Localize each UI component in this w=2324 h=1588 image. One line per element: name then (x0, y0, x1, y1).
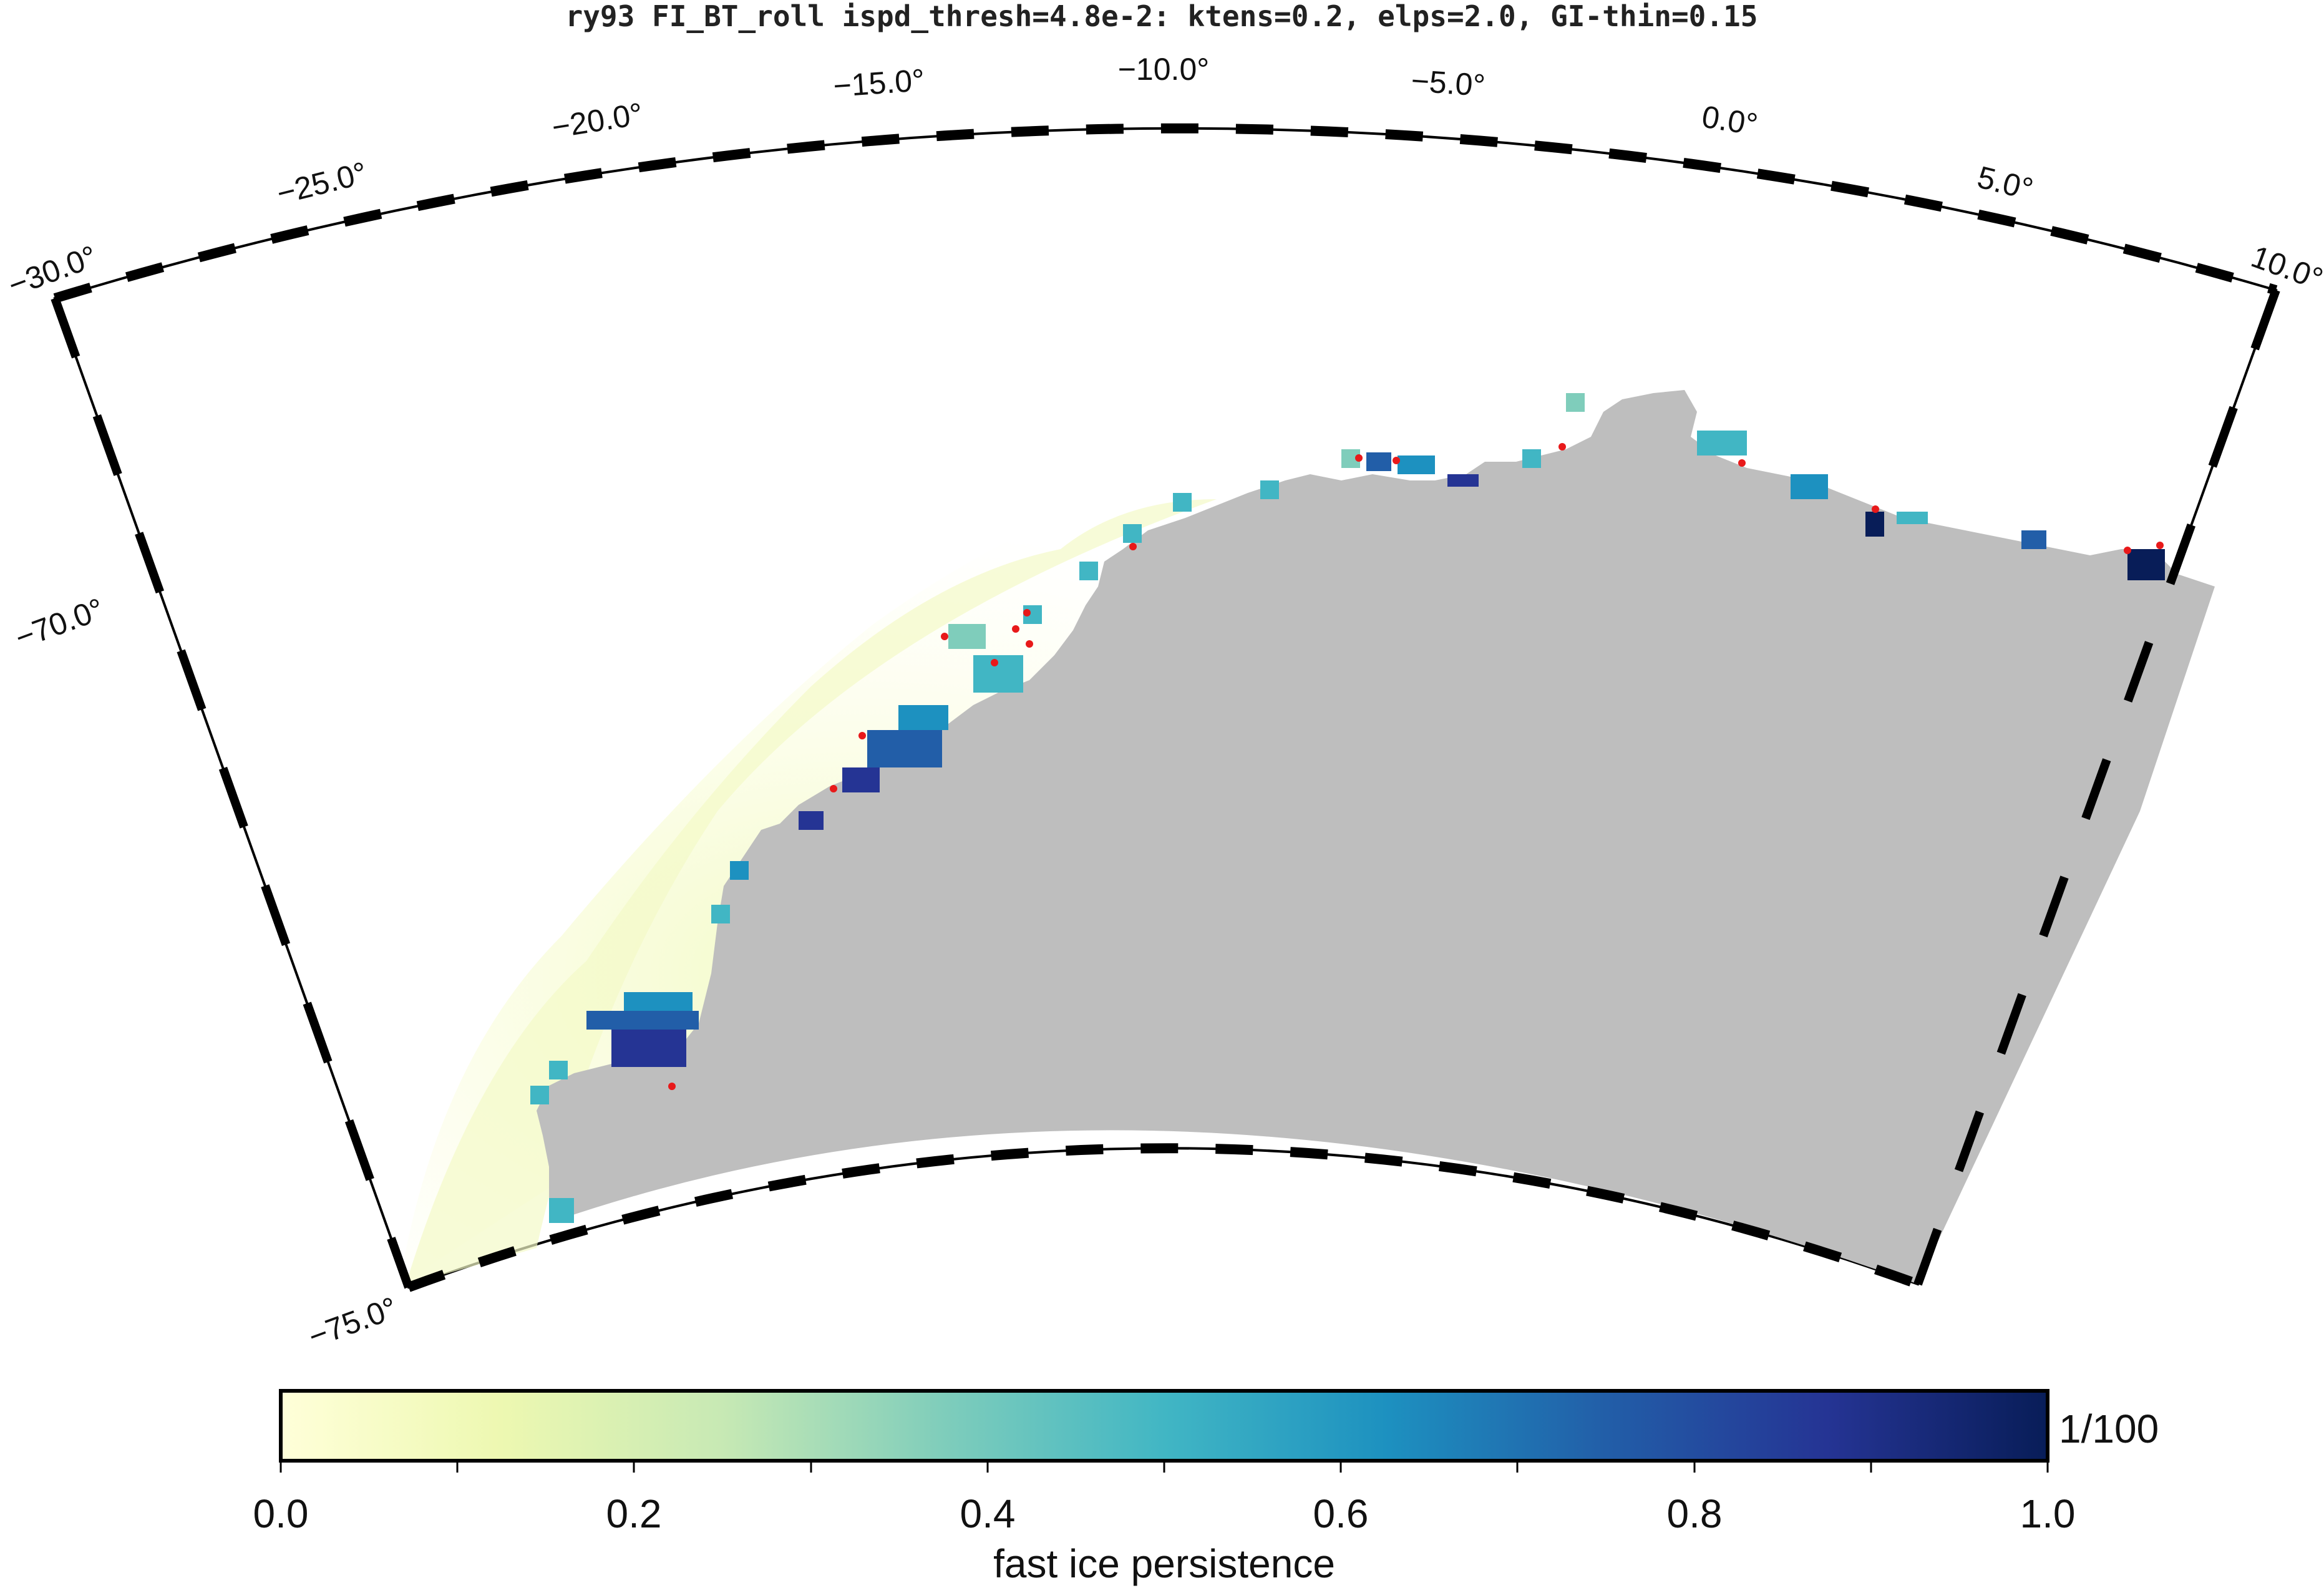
fast-ice-cell (842, 767, 880, 792)
map-title: ry93 FI_BT_roll ispd_thresh=4.8e-2: kten… (566, 0, 1758, 33)
fast-ice-cell (549, 1198, 574, 1223)
fast-ice-cell (1697, 431, 1747, 455)
fast-ice-cell (530, 1086, 549, 1104)
grounded-iceberg-marker (830, 785, 837, 792)
fast-ice-cell (898, 705, 948, 730)
lon-label: −20.0° (550, 96, 645, 145)
grounded-iceberg-marker (1355, 454, 1363, 462)
colorbar: 0.0 0.2 0.4 0.6 0.8 1.0 1/100 fast ice p… (253, 1389, 2159, 1586)
fast-ice-cell (711, 905, 730, 923)
fast-ice-cell (1079, 562, 1098, 580)
fast-ice-cell (1897, 512, 1928, 524)
lon-label: −10.0° (1118, 52, 1210, 87)
colorbar-tick-label: 0.0 (253, 1491, 309, 1536)
colorbar-tick-label: 0.2 (606, 1491, 662, 1536)
fast-ice-cell (1447, 474, 1479, 487)
fast-ice-cell (1865, 512, 1884, 537)
lon-label: −5.0° (1410, 63, 1486, 103)
grounded-iceberg-marker (1738, 459, 1746, 467)
lon-label: 0.0° (1699, 99, 1760, 142)
grounded-iceberg-marker (1558, 443, 1566, 451)
grounded-iceberg-marker (2156, 542, 2164, 549)
fast-ice-cell (549, 1061, 568, 1079)
grounded-iceberg-marker (1872, 505, 1879, 513)
fast-ice-cell (1566, 393, 1585, 412)
fast-ice-cell (1173, 493, 1192, 512)
colorbar-tick-label: 0.4 (960, 1491, 1016, 1536)
fast-ice-cell (1123, 524, 1142, 543)
fast-ice-cell (1366, 452, 1391, 471)
colorbar-ticks (280, 1461, 2049, 1473)
grounded-iceberg-marker (1393, 457, 1400, 464)
fast-ice-cell (611, 1023, 686, 1067)
fast-ice-cell (586, 1011, 699, 1030)
sea-ice-band (406, 499, 1217, 1285)
grounded-icebergs (668, 443, 2164, 1090)
fast-ice-cell (799, 811, 824, 830)
land-mass (537, 390, 2215, 1284)
fast-ice-cells (530, 393, 2165, 1223)
colorbar-tick-label: 1.0 (2020, 1491, 2076, 1536)
grounded-iceberg-marker (1023, 609, 1031, 616)
frame-band-bottom (407, 1143, 1920, 1292)
fast-ice-cell (1522, 449, 1541, 468)
grounded-iceberg-marker (2124, 547, 2131, 554)
fast-ice-cell (730, 861, 749, 880)
fast-ice-cell (1260, 480, 1279, 499)
lat-label: −70.0° (11, 592, 109, 656)
lon-label: 5.0° (1974, 160, 2036, 207)
fast-ice-cell (1398, 455, 1435, 474)
fast-ice-cell (624, 992, 693, 1011)
colorbar-label: fast ice persistence (993, 1541, 1335, 1586)
fast-ice-cell (2127, 549, 2165, 580)
grounded-iceberg-marker (1129, 543, 1137, 550)
lon-label: −25.0° (273, 155, 371, 212)
frame-band-top (53, 123, 2278, 303)
grounded-iceberg-marker (991, 659, 998, 666)
fast-ice-cell (948, 624, 986, 649)
colorbar-gradient (279, 1389, 2049, 1463)
fast-ice-cell (1791, 474, 1828, 499)
fast-ice-cell (867, 730, 942, 767)
fast-ice-cell (973, 655, 1023, 693)
grounded-iceberg-marker (1026, 640, 1033, 648)
colorbar-unit: 1/100 (2059, 1406, 2159, 1451)
frame-band-left (51, 296, 413, 1289)
grounded-iceberg-marker (941, 633, 948, 640)
lat-label: −75.0° (304, 1290, 402, 1355)
fast-ice-cell (2021, 530, 2046, 549)
frame-band-right (1913, 288, 2280, 1286)
grounded-iceberg-marker (858, 732, 866, 739)
colorbar-tick-label: 0.8 (1667, 1491, 1723, 1536)
colorbar-tick-label: 0.6 (1313, 1491, 1369, 1536)
grounded-iceberg-marker (1012, 625, 1019, 633)
grounded-iceberg-marker (668, 1083, 676, 1090)
lon-label: −15.0° (832, 62, 926, 104)
